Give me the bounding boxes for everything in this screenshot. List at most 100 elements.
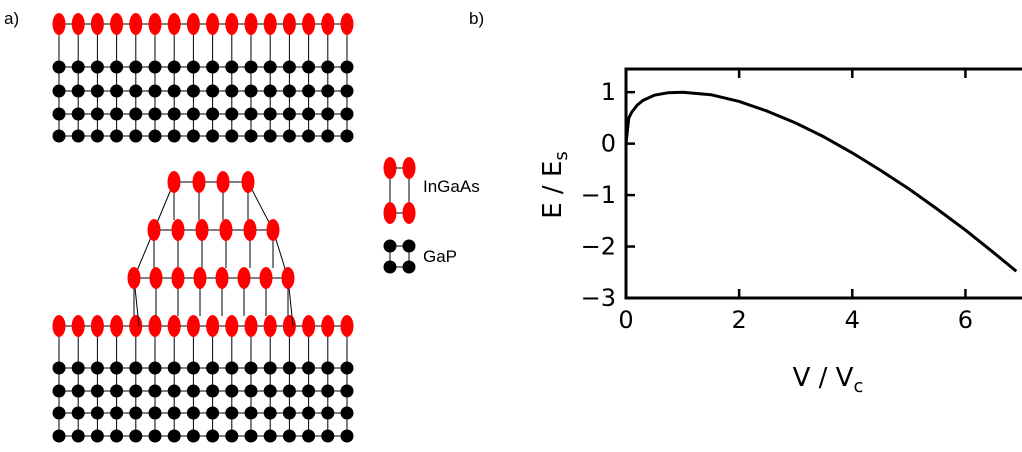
gap-atom	[225, 129, 239, 143]
ingaas-atom	[147, 219, 161, 241]
gap-atom	[186, 107, 200, 121]
gap-atom	[244, 107, 258, 121]
ingaas-atom	[90, 13, 104, 35]
gap-atom	[167, 406, 181, 420]
gap-atom	[302, 384, 316, 398]
gap-atom	[71, 107, 85, 121]
gap-atom	[148, 107, 162, 121]
ingaas-atom	[243, 219, 257, 241]
gap-atom	[110, 406, 124, 420]
gap-atom	[263, 406, 277, 420]
gap-atom	[110, 107, 124, 121]
gap-atom	[167, 384, 181, 398]
gap-legend-icon	[402, 239, 416, 253]
chart-tick-labels: 0 2 4 6 1 0 −1 −2 −3	[581, 78, 973, 334]
ingaas-atom	[282, 315, 296, 337]
gap-atom	[71, 129, 85, 143]
series-line	[624, 90, 1018, 273]
gap-legend-icon	[383, 239, 397, 253]
legend-symbols	[383, 157, 416, 274]
gap-atom	[244, 129, 258, 143]
ingaas-atom	[225, 315, 239, 337]
gap-atom	[321, 129, 335, 143]
ingaas-atom	[129, 13, 143, 35]
gap-atom	[225, 84, 239, 98]
gap-atom	[225, 107, 239, 121]
gap-atom	[263, 107, 277, 121]
ingaas-atom	[52, 13, 66, 35]
gap-atom	[206, 406, 220, 420]
ingaas-atom	[340, 13, 354, 35]
ingaas-atom	[302, 13, 316, 35]
gap-atom	[129, 406, 143, 420]
ingaas-atom	[259, 267, 273, 289]
ingaas-atom	[186, 315, 200, 337]
panel-b-label: b)	[469, 9, 485, 28]
ingaas-atom	[219, 219, 233, 241]
plot-frame	[624, 67, 1022, 300]
gap-atom	[71, 60, 85, 74]
gap-atom	[302, 84, 316, 98]
gap-atom	[129, 60, 143, 74]
gap-atom	[225, 406, 239, 420]
gap-atom	[263, 129, 277, 143]
gap-atom	[186, 60, 200, 74]
bond-line	[389, 245, 410, 268]
gap-atom	[167, 429, 181, 443]
gap-atom	[302, 406, 316, 420]
ingaas-atom	[244, 315, 258, 337]
quantum-dot-heterostructure	[52, 171, 354, 443]
ingaas-atom	[340, 315, 354, 337]
ingaas-atom	[110, 13, 124, 35]
ingaas-atom	[90, 315, 104, 337]
gap-atom	[225, 384, 239, 398]
gap-legend-icon	[383, 260, 397, 274]
ingaas-atom	[149, 267, 163, 289]
gap-atom	[167, 361, 181, 375]
legend-label-gap: GaP	[423, 247, 458, 266]
gap-atom	[244, 361, 258, 375]
gap-atom	[263, 384, 277, 398]
gap-atom	[225, 429, 239, 443]
gap-atom	[244, 406, 258, 420]
gap-atom	[90, 361, 104, 375]
gap-atom	[71, 384, 85, 398]
gap-atom	[206, 107, 220, 121]
gap-atom	[52, 406, 66, 420]
ingaas-atom	[215, 267, 229, 289]
ingaas-legend-icon	[402, 157, 416, 179]
gap-atom	[225, 60, 239, 74]
gap-atom	[167, 84, 181, 98]
gap-atom	[263, 361, 277, 375]
y-tick-label: −2	[581, 233, 616, 261]
gap-atom	[52, 361, 66, 375]
gap-atom	[282, 384, 296, 398]
ingaas-atom	[321, 315, 335, 337]
ingaas-atom	[281, 267, 295, 289]
gap-atom	[90, 384, 104, 398]
gap-atom	[321, 107, 335, 121]
gap-atom	[148, 406, 162, 420]
gap-atom	[186, 429, 200, 443]
panel-a-diagram	[52, 13, 416, 443]
ingaas-atom	[302, 315, 316, 337]
gap-atom	[282, 129, 296, 143]
gap-atom	[225, 361, 239, 375]
gap-atom	[148, 129, 162, 143]
ingaas-atom	[148, 315, 162, 337]
gap-atom	[282, 361, 296, 375]
gap-atom	[282, 429, 296, 443]
gap-atom	[148, 84, 162, 98]
gap-atom	[340, 361, 354, 375]
ingaas-atom	[244, 13, 258, 35]
gap-atom	[90, 129, 104, 143]
gap-atom	[52, 107, 66, 121]
ingaas-atom	[192, 171, 206, 193]
gap-atom	[52, 429, 66, 443]
ingaas-atom	[127, 267, 141, 289]
gap-atom	[148, 384, 162, 398]
x-axis-label: V / Vc	[793, 363, 864, 397]
gap-atom	[129, 129, 143, 143]
gap-atom	[129, 107, 143, 121]
gap-atom	[71, 406, 85, 420]
